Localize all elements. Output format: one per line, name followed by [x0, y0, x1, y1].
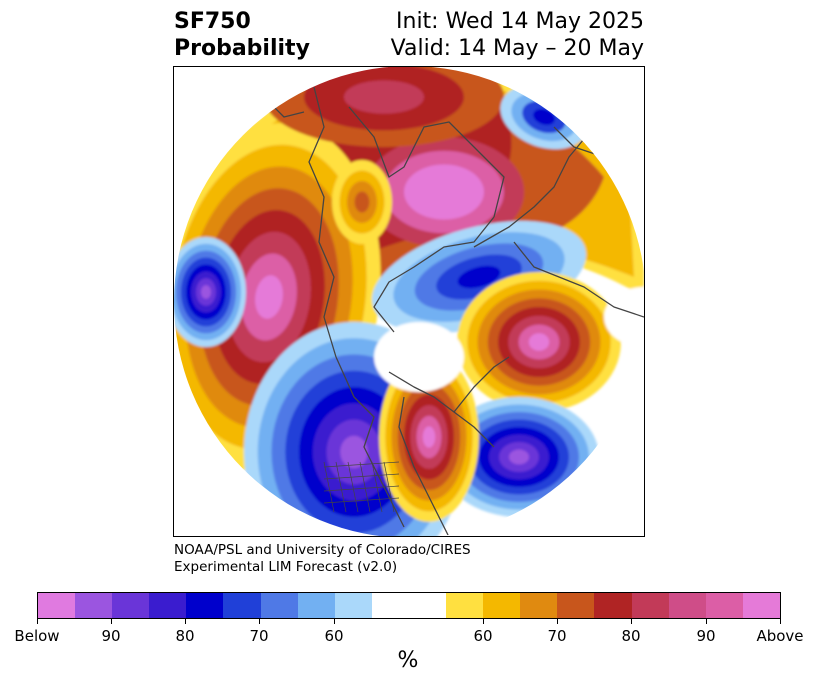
colorbar-segment [297, 593, 335, 618]
colorbar-segment [149, 593, 187, 618]
warm-anomaly [424, 178, 464, 206]
probability-map [173, 66, 645, 537]
colorbar-segment [260, 593, 298, 618]
init-date: Init: Wed 14 May 2025 [396, 9, 644, 34]
date-block: Init: Wed 14 May 2025 Valid: 14 May – 20… [391, 8, 644, 62]
colorbar-tick-label: Above [756, 627, 804, 645]
border-line [323, 461, 400, 468]
coastline [453, 356, 510, 413]
border-line [371, 461, 383, 513]
border-line [323, 485, 400, 492]
colorbar-segment [223, 593, 261, 618]
colorbar-tick-label: 80 [175, 627, 195, 645]
colorbar-segment [371, 593, 409, 618]
colorbar-unit: % [397, 648, 419, 673]
product-title: Probability [174, 36, 310, 61]
coastline [513, 241, 644, 318]
warm-anomaly [528, 333, 550, 351]
map-svg [174, 67, 644, 536]
colorbar-tick-label: 70 [249, 627, 269, 645]
colorbar-segment [742, 593, 780, 618]
border-line [323, 473, 400, 480]
colorbar-tick-label: 60 [473, 627, 493, 645]
colorbar-segment [334, 593, 372, 618]
colorbar-segment [483, 593, 521, 618]
cold-anomaly [340, 435, 368, 469]
warm-anomaly [354, 191, 370, 213]
colorbar-segment [631, 593, 669, 618]
border-line [323, 497, 400, 504]
colorbar-segment [75, 593, 113, 618]
coastline [348, 106, 505, 218]
colorbar-tick-label: 70 [547, 627, 567, 645]
warm-anomaly [422, 426, 436, 448]
colorbar-tick-mark [185, 619, 186, 624]
neutral-region [374, 322, 464, 392]
border-line [347, 461, 359, 513]
colorbar-segment [186, 593, 224, 618]
colorbar-tick-mark [37, 619, 38, 624]
colorbar-tick-label: 60 [324, 627, 344, 645]
colorbar-tick-label: 90 [696, 627, 716, 645]
credit-line-1: NOAA/PSL and University of Colorado/CIRE… [174, 542, 471, 558]
colorbar-segment [557, 593, 595, 618]
colorbar-tick-label: Below [14, 627, 60, 645]
colorbar-tick-mark [111, 619, 112, 624]
colorbar-tick-mark [259, 619, 260, 624]
colorbar-tick-label: 80 [621, 627, 641, 645]
chart-title-block: SF750 Probability [174, 8, 310, 62]
colorbar-segment [112, 593, 150, 618]
colorbar [37, 592, 781, 619]
coastline [373, 216, 495, 333]
border-line [335, 461, 347, 513]
cold-anomaly [533, 108, 555, 126]
colorbar-tick-mark [483, 619, 484, 624]
credit-block: NOAA/PSL and University of Colorado/CIRE… [174, 542, 471, 576]
colorbar-tick-mark [706, 619, 707, 624]
colorbar-segment [446, 593, 484, 618]
variable-title: SF750 [174, 9, 251, 34]
colorbar-tick-mark [334, 619, 335, 624]
cold-anomaly [457, 265, 501, 289]
coastline [308, 86, 337, 358]
colorbar-segment [594, 593, 632, 618]
cold-anomaly [509, 449, 529, 465]
colorbar-tick-mark [557, 619, 558, 624]
warm-anomaly [255, 275, 283, 319]
border-line [359, 461, 371, 513]
colorbar-segment [705, 593, 743, 618]
colorbar-tick-mark [631, 619, 632, 624]
colorbar-segment [38, 593, 76, 618]
probability-field [174, 67, 644, 536]
coastline [398, 396, 450, 536]
colorbar-segment [408, 593, 447, 618]
coastline [335, 356, 405, 528]
coastline [388, 371, 495, 448]
warm-anomaly [344, 80, 424, 114]
colorbar-tick-mark [780, 619, 781, 624]
colorbar-tick-label: 90 [101, 627, 121, 645]
credit-line-2: Experimental LIM Forecast (v2.0) [174, 559, 398, 575]
neutral-region [604, 287, 644, 347]
valid-period: Valid: 14 May – 20 May [390, 36, 644, 61]
border-line [323, 461, 335, 513]
cold-anomaly [201, 285, 211, 299]
colorbar-segment [668, 593, 706, 618]
colorbar-segment [520, 593, 558, 618]
